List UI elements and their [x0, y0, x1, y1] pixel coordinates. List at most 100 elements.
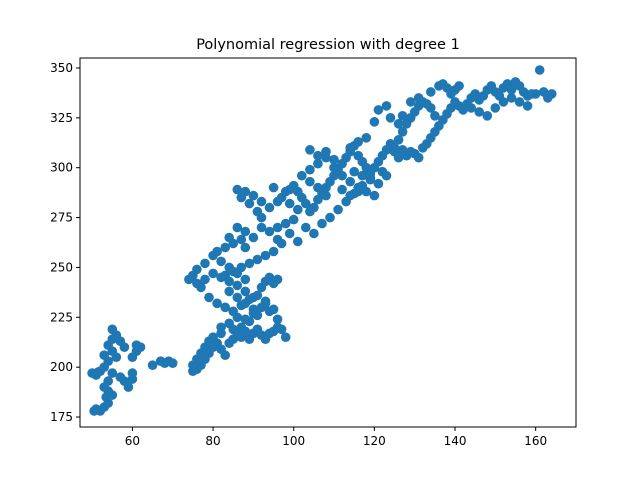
- data-point: [373, 105, 384, 115]
- data-point: [284, 198, 295, 209]
- data-point: [490, 103, 501, 113]
- data-point: [293, 204, 303, 215]
- data-point: [252, 206, 263, 217]
- data-point: [224, 286, 234, 297]
- data-point: [345, 143, 356, 153]
- data-point: [530, 89, 541, 99]
- y-axis-ticks: 175 200 225 250 275 300 325 350: [50, 61, 80, 424]
- data-point: [240, 286, 251, 297]
- data-point: [272, 222, 283, 233]
- data-point: [272, 314, 283, 325]
- data-point: [264, 226, 275, 237]
- data-point: [317, 218, 327, 229]
- data-point: [280, 218, 291, 229]
- data-point: [305, 145, 315, 155]
- data-point: [381, 101, 392, 111]
- data-point: [313, 182, 323, 193]
- data-point: [268, 246, 279, 257]
- data-point: [131, 340, 142, 351]
- data-point: [534, 65, 545, 75]
- data-point: [393, 119, 404, 129]
- data-point: [200, 274, 210, 285]
- data-point: [240, 298, 251, 309]
- data-point: [506, 93, 517, 103]
- data-point: [248, 190, 259, 201]
- data-point: [220, 242, 230, 253]
- data-point: [397, 127, 408, 137]
- data-point: [337, 184, 347, 195]
- data-point: [361, 133, 372, 143]
- data-point: [506, 85, 517, 95]
- data-point: [276, 324, 287, 335]
- data-point: [200, 258, 210, 269]
- data-point: [397, 111, 408, 121]
- data-point: [127, 368, 138, 378]
- data-point: [228, 266, 238, 277]
- data-point: [252, 254, 263, 265]
- data-point: [248, 232, 259, 243]
- data-point: [482, 111, 493, 121]
- data-point: [522, 101, 533, 111]
- y-tick-label: 250: [50, 260, 73, 274]
- data-point: [301, 222, 311, 233]
- x-tick-label: 80: [205, 434, 220, 448]
- data-point: [353, 137, 364, 147]
- data-point: [228, 306, 238, 317]
- data-point: [345, 190, 356, 201]
- data-point: [293, 236, 303, 247]
- data-point: [204, 292, 214, 303]
- data-point: [381, 170, 392, 181]
- data-point: [393, 135, 404, 145]
- data-point: [345, 176, 356, 187]
- data-point: [240, 226, 251, 237]
- data-point: [232, 222, 243, 233]
- data-point: [111, 352, 122, 363]
- data-point: [309, 202, 319, 213]
- data-point: [309, 228, 319, 239]
- data-point: [405, 97, 416, 107]
- data-point: [123, 382, 134, 392]
- data-point: [321, 190, 331, 201]
- y-tick-label: 350: [50, 61, 73, 75]
- data-point: [349, 166, 360, 177]
- data-point: [325, 212, 335, 223]
- y-tick-label: 325: [50, 111, 73, 125]
- data-point: [256, 196, 267, 207]
- y-tick-label: 175: [50, 410, 73, 424]
- data-point: [329, 162, 339, 173]
- data-point: [280, 332, 291, 343]
- data-point: [107, 324, 118, 335]
- data-point: [333, 204, 343, 215]
- data-point: [260, 250, 271, 261]
- data-point: [357, 170, 368, 181]
- x-tick-label: 160: [524, 434, 547, 448]
- x-tick-label: 100: [282, 434, 305, 448]
- data-point: [220, 302, 230, 313]
- data-point: [232, 292, 243, 303]
- data-point: [474, 107, 485, 117]
- data-point: [514, 97, 525, 107]
- x-tick-label: 120: [363, 434, 386, 448]
- data-point: [244, 258, 255, 269]
- data-point: [184, 274, 194, 285]
- data-point: [268, 182, 279, 193]
- data-point: [353, 186, 364, 197]
- data-point: [244, 316, 255, 327]
- data-point: [305, 176, 315, 187]
- data-point: [236, 234, 247, 245]
- data-point: [297, 170, 307, 181]
- y-tick-label: 200: [50, 360, 73, 374]
- data-point: [276, 192, 287, 203]
- data-point: [389, 143, 400, 153]
- x-tick-label: 60: [125, 434, 140, 448]
- y-tick-label: 300: [50, 161, 73, 175]
- y-tick-label: 275: [50, 211, 73, 225]
- data-point: [167, 358, 178, 369]
- data-point: [413, 93, 424, 103]
- data-point: [430, 111, 440, 121]
- data-point: [212, 298, 222, 309]
- data-point: [301, 198, 311, 209]
- data-point: [284, 228, 295, 239]
- data-point: [264, 202, 275, 213]
